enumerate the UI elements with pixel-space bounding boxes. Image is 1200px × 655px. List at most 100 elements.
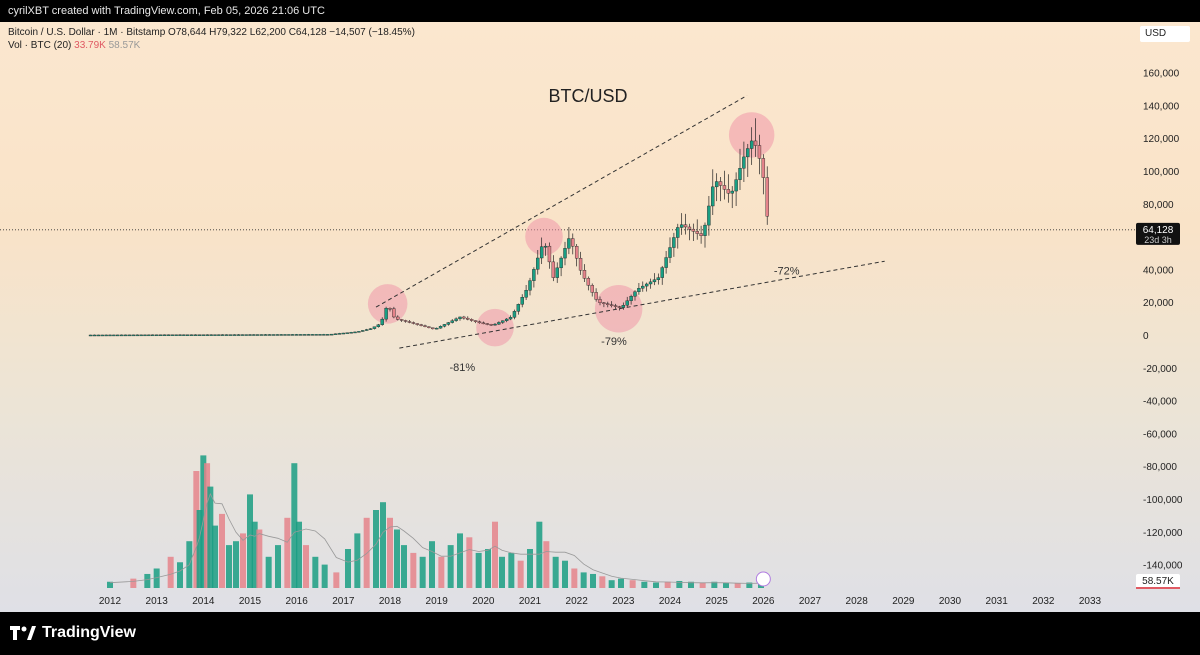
candle-body xyxy=(547,245,552,263)
candle-body xyxy=(259,334,264,336)
candle-body xyxy=(516,304,521,312)
candle-body xyxy=(372,326,377,329)
volume-bar xyxy=(466,537,473,588)
volume-bar xyxy=(552,556,559,588)
candle-body xyxy=(582,270,587,279)
chart-panel[interactable]: 160,000140,000120,000100,00080,00060,000… xyxy=(0,22,1200,612)
legend: Bitcoin / U.S. Dollar · 1M · Bitstamp O7… xyxy=(8,26,415,52)
tradingview-logo[interactable]: TradingView xyxy=(10,624,136,642)
candle-body xyxy=(753,140,758,146)
x-tick-label: 2031 xyxy=(986,596,1009,607)
candle-body xyxy=(294,334,299,336)
y-tick-label: -40,000 xyxy=(1143,397,1177,408)
candle-body xyxy=(248,334,252,336)
candle-body xyxy=(641,285,645,289)
candle-body xyxy=(578,258,583,271)
trendline-upper xyxy=(375,95,748,308)
candle-body xyxy=(512,311,517,318)
candle-body xyxy=(648,281,653,285)
candle-body xyxy=(112,334,116,337)
volume-ma-axis-label: 58.57K xyxy=(1142,576,1174,587)
trendline-lower xyxy=(399,260,885,349)
volume-bar xyxy=(618,578,624,588)
tradingview-logo-icon xyxy=(10,626,36,640)
candle-body xyxy=(92,334,97,337)
candle-body xyxy=(353,331,357,334)
volume-bar xyxy=(508,552,515,588)
volume-bar xyxy=(447,545,454,588)
candle-body xyxy=(598,299,602,303)
y-tick-label: -100,000 xyxy=(1143,495,1183,506)
candle-body xyxy=(151,334,155,337)
candle-body xyxy=(742,156,746,169)
y-tick-label: -20,000 xyxy=(1143,364,1177,375)
candle-body xyxy=(361,330,365,332)
volume-ma-line xyxy=(109,492,762,584)
candle-body xyxy=(664,257,668,268)
volume-bar xyxy=(256,529,263,588)
candle-body xyxy=(396,316,400,320)
candle-body xyxy=(407,321,412,323)
candle-body xyxy=(166,334,171,336)
candle-body xyxy=(555,267,559,278)
candle-body xyxy=(119,334,124,337)
candle-body xyxy=(252,334,256,336)
symbol-legend[interactable]: Bitcoin / U.S. Dollar · 1M · Bitstamp O7… xyxy=(8,27,415,38)
volume-value: 33.79K xyxy=(74,40,106,51)
current-price-label: 64,128 xyxy=(1143,225,1174,236)
y-tick-label: 0 xyxy=(1143,331,1149,342)
volume-bar xyxy=(167,556,174,588)
candle-body xyxy=(154,334,159,337)
volume-legend[interactable]: Vol · BTC (20) 33.79K 58.57K xyxy=(8,39,415,52)
candle-body xyxy=(341,332,346,335)
volume-bar xyxy=(312,556,319,588)
x-tick-label: 2013 xyxy=(146,596,169,607)
candle-body xyxy=(559,257,563,269)
candle-body xyxy=(629,296,633,301)
candle-body xyxy=(345,332,349,334)
volume-bar xyxy=(387,517,393,588)
volume-ma-tag-bg xyxy=(1136,574,1180,588)
candle-body xyxy=(423,325,427,327)
attribution-text: cyrilXBT created with TradingView.com, F… xyxy=(8,5,325,17)
candle-body xyxy=(761,158,766,178)
y-tick-label: 160,000 xyxy=(1143,69,1180,80)
volume-label: Vol · BTC (20) xyxy=(8,40,72,51)
candle-body xyxy=(765,177,769,217)
candle-body xyxy=(88,334,93,337)
candle-body xyxy=(508,317,513,320)
candle-body xyxy=(633,291,637,297)
candle-body xyxy=(567,238,571,249)
volume-bar xyxy=(419,556,426,588)
candle-body xyxy=(644,283,649,287)
volume-bar xyxy=(517,560,524,588)
candle-body xyxy=(594,292,598,300)
volume-bar xyxy=(410,552,417,588)
volume-bar xyxy=(499,556,505,588)
candle-body xyxy=(718,181,723,186)
candle-body xyxy=(228,334,233,336)
candle-body xyxy=(473,320,478,322)
candle-body xyxy=(536,257,540,270)
attribution-bar: cyrilXBT created with TradingView.com, F… xyxy=(0,0,1200,22)
candle-body xyxy=(236,334,241,336)
candle-body xyxy=(318,334,322,336)
candle-body xyxy=(123,334,128,337)
y-tick-label: -60,000 xyxy=(1143,429,1177,440)
candle-body xyxy=(162,334,167,336)
candle-body xyxy=(606,303,610,305)
x-tick-label: 2023 xyxy=(612,596,635,607)
x-tick-label: 2026 xyxy=(752,596,775,607)
volume-bar xyxy=(207,486,214,588)
candle-body xyxy=(127,334,132,337)
currency-selector[interactable]: USD xyxy=(1140,26,1190,42)
y-tick-label: -120,000 xyxy=(1143,528,1183,539)
drawdown-label: -81% xyxy=(449,362,475,374)
candle-body xyxy=(668,247,672,258)
volume-bar xyxy=(699,582,706,588)
x-tick-label: 2027 xyxy=(799,596,822,607)
candle-body xyxy=(182,334,186,336)
candle-body xyxy=(757,145,762,159)
price-chart[interactable]: 160,000140,000120,000100,00080,00060,000… xyxy=(0,22,1200,612)
volume-bar xyxy=(251,521,258,588)
